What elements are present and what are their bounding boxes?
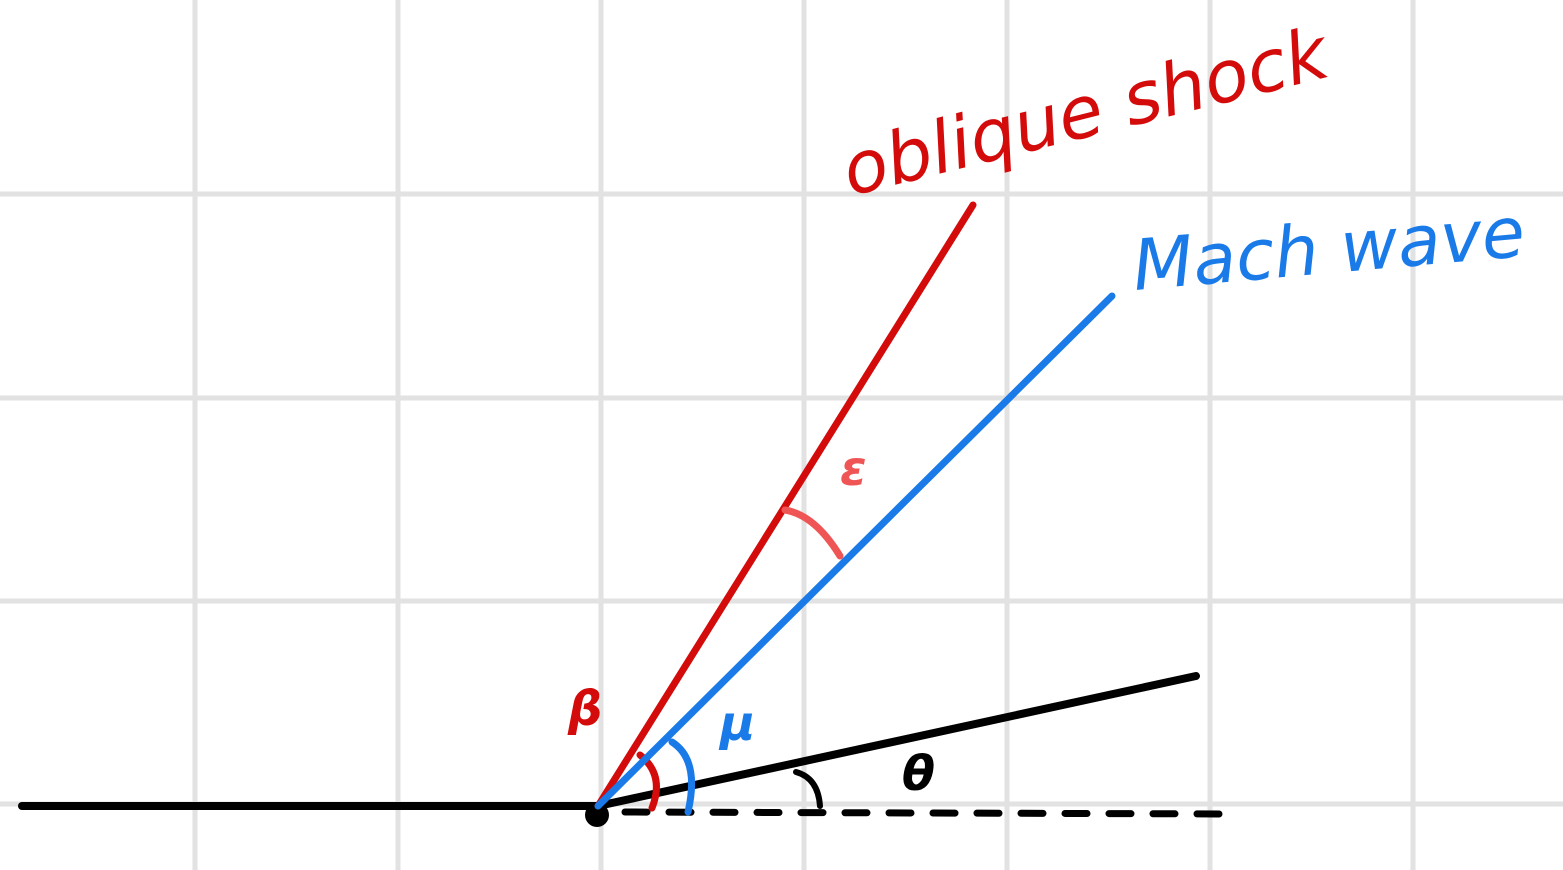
- oblique-shock-line: [594, 201, 977, 810]
- mach-wave-label: Mach wave: [1129, 191, 1528, 307]
- beta-label: β: [567, 681, 602, 737]
- mach-wave-line: [594, 292, 1116, 810]
- epsilon-arc: [781, 506, 844, 560]
- wedge-surface: [594, 672, 1200, 810]
- horizontal-reference-dashed: [621, 808, 1236, 818]
- oblique-shock-label: oblique shock: [834, 10, 1340, 212]
- theta-arc: [793, 769, 823, 809]
- epsilon-label: ε: [840, 441, 867, 497]
- theta-label: θ: [902, 746, 935, 802]
- mu-label: μ: [718, 696, 755, 752]
- wedge-vertex: [585, 803, 609, 827]
- mu-arc: [668, 738, 696, 816]
